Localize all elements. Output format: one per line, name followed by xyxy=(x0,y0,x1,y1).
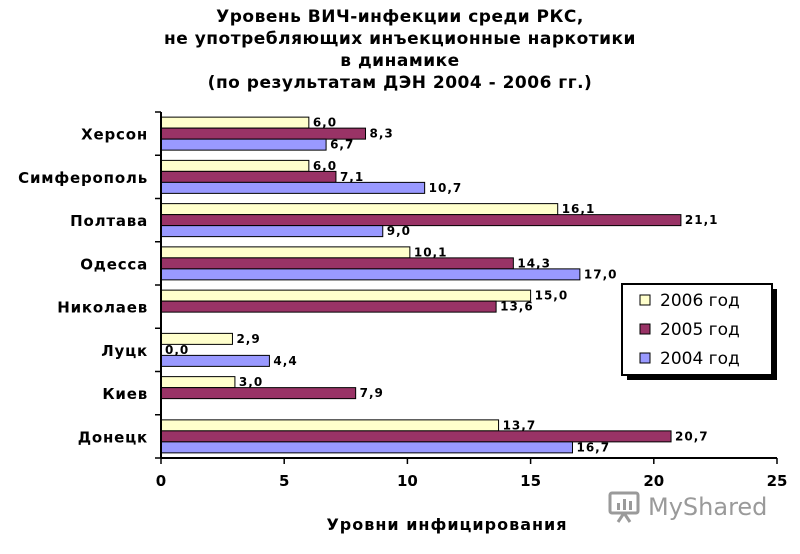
data-label-4-0: 15,0 xyxy=(535,289,569,303)
bar-7-0 xyxy=(160,419,500,432)
category-label-2: Полтава xyxy=(70,212,148,230)
data-label-2-2: 9,0 xyxy=(387,224,411,238)
category-label-6: Киев xyxy=(102,385,148,403)
data-label-4-1: 13,6 xyxy=(500,300,534,314)
x-tick-label-2: 10 xyxy=(397,472,418,490)
data-label-0-0: 6,0 xyxy=(313,116,337,130)
legend-label-2: 2004 год xyxy=(660,349,740,369)
legend-swatch-1 xyxy=(639,323,651,335)
data-label-3-0: 10,1 xyxy=(414,245,448,259)
bar-5-2 xyxy=(160,354,270,367)
x-tick-label-1: 5 xyxy=(279,472,289,490)
bar-1-1 xyxy=(160,170,337,183)
x-tick-label-3: 15 xyxy=(520,472,541,490)
legend-label-0: 2006 год xyxy=(660,291,740,311)
title-line-3: в динамике xyxy=(340,51,460,71)
x-tick-label-0: 0 xyxy=(156,472,166,490)
title-line-1: Уровень ВИЧ-инфекции среди РКС, xyxy=(216,7,584,27)
data-label-2-1: 21,1 xyxy=(685,213,719,227)
data-label-3-1: 14,3 xyxy=(517,256,551,270)
watermark-text: MyShared xyxy=(648,493,768,521)
category-label-7: Донецк xyxy=(78,428,148,446)
category-label-0: Херсон xyxy=(81,126,148,144)
bar-3-0 xyxy=(160,246,411,259)
data-label-0-2: 6,7 xyxy=(330,138,354,152)
data-label-7-2: 16,7 xyxy=(576,440,610,454)
bar-1-0 xyxy=(160,159,310,172)
chart-title: Уровень ВИЧ-инфекции среди РКС, не употр… xyxy=(0,6,800,94)
bar-0-0 xyxy=(160,116,310,129)
data-label-5-2: 4,4 xyxy=(273,354,297,368)
bar-2-1 xyxy=(160,214,682,227)
data-label-5-0: 2,9 xyxy=(236,332,260,346)
data-label-7-0: 13,7 xyxy=(503,418,537,432)
bar-4-1 xyxy=(160,300,497,313)
category-label-4: Николаев xyxy=(57,299,148,317)
title-line-4: (по результатам ДЭН 2004 - 2006 гг.) xyxy=(207,73,593,93)
bar-0-2 xyxy=(160,138,327,151)
x-tick-label-4: 20 xyxy=(643,472,664,490)
category-label-5: Луцк xyxy=(101,342,148,360)
category-label-3: Одесса xyxy=(80,255,148,273)
bar-1-2 xyxy=(160,181,426,194)
data-label-1-0: 6,0 xyxy=(313,159,337,173)
data-label-3-2: 17,0 xyxy=(584,267,618,281)
data-label-0-1: 8,3 xyxy=(370,127,394,141)
bar-3-1 xyxy=(160,257,514,270)
bar-6-1 xyxy=(160,387,357,400)
watermark: MyShared xyxy=(608,490,767,524)
legend-label-1: 2005 год xyxy=(660,320,740,340)
data-label-1-2: 10,7 xyxy=(429,181,463,195)
bar-6-0 xyxy=(160,376,236,389)
data-label-1-1: 7,1 xyxy=(340,170,364,184)
x-axis-title: Уровни инфицирования xyxy=(326,515,567,534)
x-tick-label-5: 25 xyxy=(767,472,788,490)
data-label-6-0: 3,0 xyxy=(239,375,263,389)
title-line-2: не употребляющих инъекционные наркотики xyxy=(164,29,636,49)
data-label-2-0: 16,1 xyxy=(562,202,596,216)
bar-7-2 xyxy=(160,441,573,454)
category-label-1: Симферополь xyxy=(18,169,148,187)
bar-4-0 xyxy=(160,289,532,302)
presentation-logo-icon xyxy=(608,491,640,523)
data-label-6-1: 7,9 xyxy=(360,386,384,400)
legend-swatch-2 xyxy=(639,352,651,364)
bar-2-2 xyxy=(160,225,384,238)
bar-2-0 xyxy=(160,203,559,216)
bar-3-2 xyxy=(160,268,581,281)
data-label-7-1: 20,7 xyxy=(675,429,709,443)
legend-swatch-0 xyxy=(639,294,651,306)
data-label-5-1: 0,0 xyxy=(165,343,189,357)
